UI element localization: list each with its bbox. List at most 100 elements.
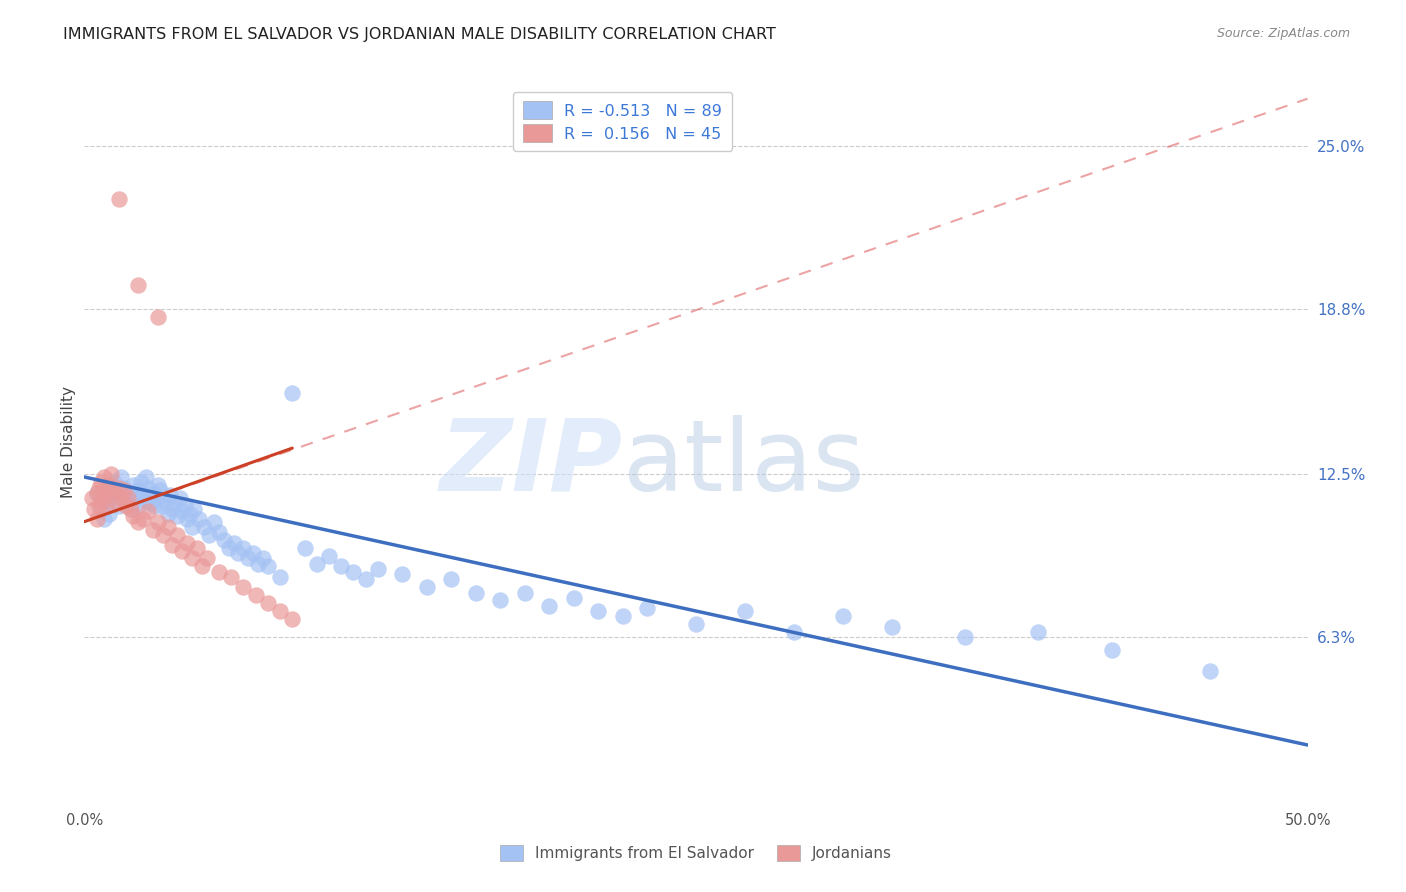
Text: IMMIGRANTS FROM EL SALVADOR VS JORDANIAN MALE DISABILITY CORRELATION CHART: IMMIGRANTS FROM EL SALVADOR VS JORDANIAN… — [63, 27, 776, 42]
Point — [120, 501, 142, 516]
Point — [181, 551, 204, 566]
Point — [159, 488, 181, 502]
Point — [183, 501, 205, 516]
Point — [146, 491, 169, 505]
Point — [188, 512, 211, 526]
Point — [252, 551, 274, 566]
Point — [1028, 625, 1050, 640]
Point — [176, 535, 198, 549]
Point — [139, 496, 162, 510]
Point — [367, 562, 389, 576]
Point — [86, 485, 108, 500]
Point — [146, 310, 169, 324]
Point — [172, 504, 194, 518]
Point — [107, 192, 129, 206]
Point — [135, 493, 157, 508]
Point — [136, 481, 159, 495]
Point — [93, 512, 115, 526]
Point — [1101, 643, 1123, 657]
Point — [391, 567, 413, 582]
Point — [103, 485, 125, 500]
Point — [100, 467, 122, 482]
Point — [176, 512, 198, 526]
Point — [86, 512, 108, 526]
Point — [162, 501, 184, 516]
Point — [440, 573, 463, 587]
Point — [153, 493, 176, 508]
Text: ZIP: ZIP — [440, 415, 623, 512]
Point — [107, 499, 129, 513]
Point — [330, 559, 353, 574]
Point — [105, 493, 128, 508]
Point — [953, 630, 976, 644]
Point — [212, 533, 235, 547]
Point — [198, 528, 221, 542]
Point — [142, 523, 165, 537]
Point — [87, 481, 110, 495]
Point — [162, 538, 184, 552]
Point — [136, 504, 159, 518]
Legend: Immigrants from El Salvador, Jordanians: Immigrants from El Salvador, Jordanians — [494, 839, 898, 867]
Point — [93, 470, 115, 484]
Point — [90, 501, 112, 516]
Point — [218, 541, 240, 555]
Y-axis label: Male Disability: Male Disability — [60, 385, 76, 498]
Point — [281, 612, 304, 626]
Point — [242, 546, 264, 560]
Point — [734, 604, 756, 618]
Point — [135, 470, 157, 484]
Point — [146, 478, 169, 492]
Point — [193, 520, 215, 534]
Point — [122, 509, 145, 524]
Point — [464, 585, 486, 599]
Point — [110, 470, 132, 484]
Point — [305, 557, 328, 571]
Point — [156, 520, 179, 534]
Point — [156, 507, 179, 521]
Point — [166, 528, 188, 542]
Point — [149, 483, 172, 497]
Point — [685, 617, 707, 632]
Point — [96, 493, 118, 508]
Point — [105, 483, 128, 497]
Point — [110, 488, 132, 502]
Point — [636, 601, 658, 615]
Point — [117, 485, 139, 500]
Point — [342, 565, 364, 579]
Point — [169, 491, 191, 505]
Point — [86, 485, 108, 500]
Point — [87, 499, 110, 513]
Point — [173, 499, 195, 513]
Point — [191, 559, 214, 574]
Point — [538, 599, 561, 613]
Point — [195, 551, 218, 566]
Point — [202, 515, 225, 529]
Point — [152, 528, 174, 542]
Point — [179, 507, 201, 521]
Point — [269, 604, 291, 618]
Point — [228, 546, 250, 560]
Point — [232, 541, 254, 555]
Point — [783, 625, 806, 640]
Point — [117, 491, 139, 505]
Point — [208, 525, 231, 540]
Point — [219, 570, 242, 584]
Point — [97, 478, 120, 492]
Point — [208, 565, 231, 579]
Point — [269, 570, 291, 584]
Point — [294, 541, 316, 555]
Point — [232, 580, 254, 594]
Point — [222, 535, 245, 549]
Point — [152, 499, 174, 513]
Point — [120, 501, 142, 516]
Point — [416, 580, 439, 594]
Text: atlas: atlas — [623, 415, 865, 512]
Point — [1198, 665, 1220, 679]
Point — [132, 512, 155, 526]
Point — [238, 551, 260, 566]
Point — [132, 488, 155, 502]
Point — [93, 488, 115, 502]
Point — [257, 596, 280, 610]
Point — [112, 483, 135, 497]
Point — [143, 499, 166, 513]
